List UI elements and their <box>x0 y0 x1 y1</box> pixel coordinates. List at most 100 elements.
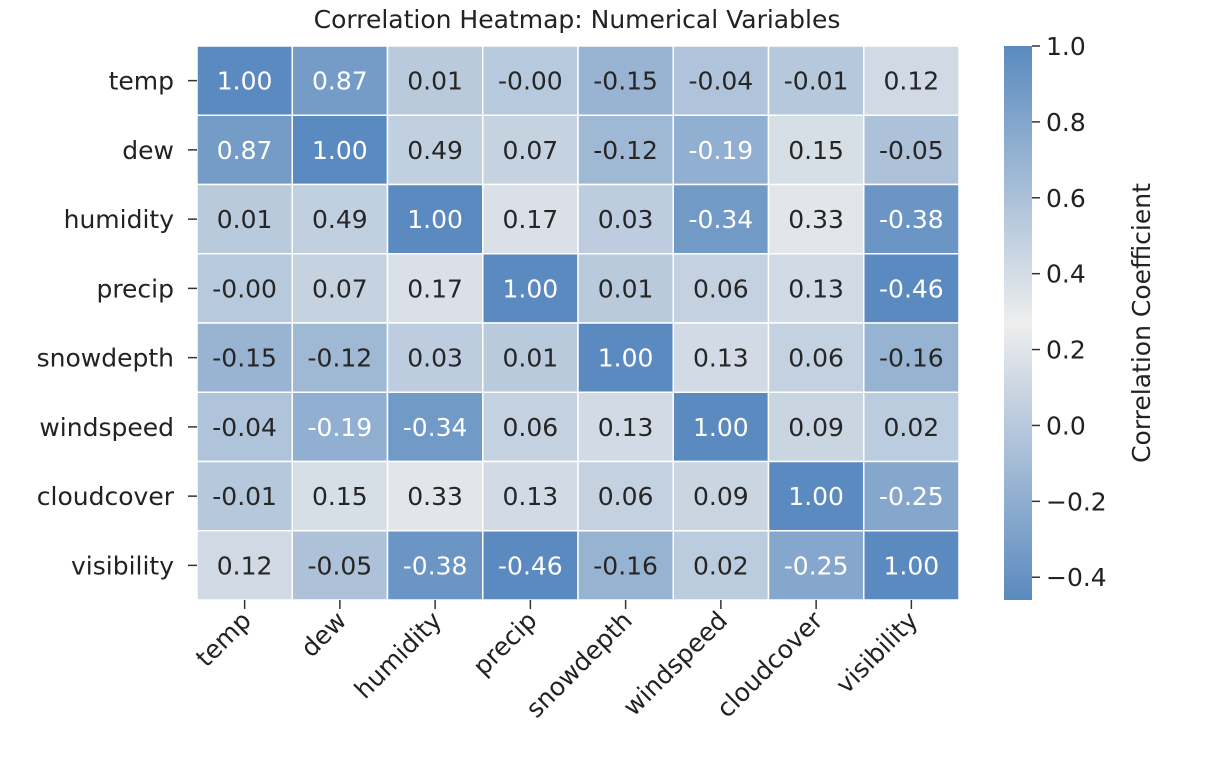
cell-annotation-snowdepth-dew: -0.12 <box>308 344 373 373</box>
heatmap-cell-temp-temp <box>196 45 293 116</box>
heatmap-cell-cloudcover-visibility <box>863 460 960 532</box>
cell-annotation-windspeed-precip: 0.06 <box>503 413 559 442</box>
cell-annotation-temp-visibility: 0.12 <box>884 67 940 96</box>
cell-annotation-visibility-precip: -0.46 <box>498 551 563 580</box>
heatmap-cell-cloudcover-humidity <box>386 460 484 532</box>
cell-annotation-humidity-visibility: -0.38 <box>879 205 944 234</box>
cell-annotation-temp-dew: 0.87 <box>312 67 368 96</box>
cell-annotation-cloudcover-cloudcover: 1.00 <box>788 482 844 511</box>
heatmap-cell-cloudcover-cloudcover <box>767 460 865 532</box>
row-label-snowdepth: snowdepth <box>37 344 174 373</box>
heatmap-cell-visibility-humidity <box>386 530 484 601</box>
cell-annotation-dew-visibility: -0.05 <box>879 136 944 165</box>
row-labels: temp dew humidity precip snowdepth windspeed c… <box>37 67 197 580</box>
cell-annotation-visibility-cloudcover: -0.25 <box>784 551 849 580</box>
cell-annotations: 1.00 0.87 0.01 -0.00 -0.15 -0.04 -0.01 0.12 0.87… <box>212 67 943 581</box>
heatmap-cell-humidity-windspeed <box>672 183 770 255</box>
cell-annotation-dew-humidity: 0.49 <box>407 136 463 165</box>
cell-annotation-precip-visibility: -0.46 <box>879 274 944 303</box>
heatmap-cell-windspeed-humidity <box>386 391 484 463</box>
heatmap-cell-windspeed-snowdepth <box>577 391 674 463</box>
cell-annotation-cloudcover-windspeed: 0.09 <box>693 482 749 511</box>
cell-annotation-snowdepth-visibility: -0.16 <box>879 344 944 373</box>
cell-annotation-dew-temp: 0.87 <box>217 136 273 165</box>
cell-annotation-windspeed-snowdepth: 0.13 <box>598 413 654 442</box>
cell-annotation-temp-temp: 1.00 <box>217 67 273 96</box>
cell-annotation-snowdepth-snowdepth: 1.00 <box>598 344 654 373</box>
heatmap-cell-humidity-dew <box>291 183 389 255</box>
column-label-dew: dew <box>295 606 352 663</box>
colorbar-tick-label-7: −0.4 <box>1046 563 1107 592</box>
cell-annotation-snowdepth-precip: 0.01 <box>503 344 559 373</box>
heatmap-cell-precip-cloudcover <box>767 253 865 324</box>
heatmap-cell-precip-humidity <box>386 253 484 324</box>
cell-annotation-humidity-cloudcover: 0.33 <box>788 205 844 234</box>
cell-annotation-precip-precip: 1.00 <box>503 274 559 303</box>
heatmap-cell-cloudcover-snowdepth <box>577 460 674 532</box>
cell-annotation-cloudcover-temp: -0.01 <box>212 482 277 511</box>
row-label-dew: dew <box>122 136 174 165</box>
heatmap-cell-snowdepth-visibility <box>863 322 960 393</box>
heatmap-cell-humidity-cloudcover <box>767 183 865 255</box>
cell-annotation-humidity-dew: 0.49 <box>312 205 368 234</box>
cell-annotation-precip-snowdepth: 0.01 <box>598 274 654 303</box>
cell-annotation-precip-temp: -0.00 <box>212 274 277 303</box>
cell-annotation-cloudcover-snowdepth: 0.06 <box>598 482 654 511</box>
cell-annotation-visibility-dew: -0.05 <box>308 551 373 580</box>
column-label-temp: temp <box>190 606 257 673</box>
cell-annotation-humidity-windspeed: -0.34 <box>689 205 754 234</box>
heatmap-cell-cloudcover-dew <box>291 460 389 532</box>
cell-annotation-precip-cloudcover: 0.13 <box>788 274 844 303</box>
heatmap-cell-dew-windspeed <box>672 114 770 186</box>
colorbar-tick-label-4: 0.2 <box>1046 336 1086 365</box>
cell-annotation-dew-snowdepth: -0.12 <box>593 136 658 165</box>
cell-annotation-temp-cloudcover: -0.01 <box>784 67 849 96</box>
heatmap-cell-visibility-snowdepth <box>577 530 674 601</box>
cell-annotation-temp-snowdepth: -0.15 <box>593 67 658 96</box>
heatmap-cell-windspeed-windspeed <box>672 391 770 463</box>
cell-annotation-snowdepth-windspeed: 0.13 <box>693 344 749 373</box>
colorbar-tick-label-6: −0.2 <box>1046 487 1107 516</box>
cell-annotation-visibility-humidity: -0.38 <box>403 551 468 580</box>
chart-title: Correlation Heatmap: Numerical Variables <box>314 5 841 34</box>
column-label-visibility: visibility <box>830 606 923 699</box>
heatmap-cell-humidity-visibility <box>863 183 960 255</box>
cell-annotation-windspeed-dew: -0.19 <box>308 413 373 442</box>
heatmap-cell-snowdepth-snowdepth <box>577 322 674 393</box>
heatmap-cell-cloudcover-windspeed <box>672 460 770 532</box>
heatmap-cell-precip-precip <box>482 253 579 324</box>
cell-annotation-temp-precip: -0.00 <box>498 67 563 96</box>
column-label-humidity: humidity <box>349 606 448 705</box>
cell-annotation-humidity-precip: 0.17 <box>503 205 559 234</box>
cell-annotation-precip-windspeed: 0.06 <box>693 274 749 303</box>
cell-annotation-dew-precip: 0.07 <box>503 136 559 165</box>
cell-annotation-windspeed-temp: -0.04 <box>212 413 277 442</box>
cell-annotation-temp-humidity: 0.01 <box>407 67 463 96</box>
cell-annotation-humidity-snowdepth: 0.03 <box>598 205 654 234</box>
colorbar-tick-label-2: 0.6 <box>1046 184 1086 213</box>
heatmap-cell-precip-temp <box>196 253 293 324</box>
heatmap-cell-temp-visibility <box>863 45 960 116</box>
colorbar-gradient <box>1004 46 1032 600</box>
heatmap-cell-dew-precip <box>482 114 579 186</box>
cell-annotation-precip-humidity: 0.17 <box>407 274 463 303</box>
heatmap-cell-dew-dew <box>291 114 389 186</box>
cell-annotation-windspeed-humidity: -0.34 <box>403 413 468 442</box>
cell-annotation-dew-dew: 1.00 <box>312 136 368 165</box>
cell-annotation-dew-cloudcover: 0.15 <box>788 136 844 165</box>
colorbar-tick-label-0: 1.0 <box>1046 32 1086 61</box>
colorbar-tick-label-1: 0.8 <box>1046 108 1086 137</box>
cell-annotation-cloudcover-precip: 0.13 <box>503 482 559 511</box>
colorbar: 1.0 0.8 0.6 0.4 0.2 0.0 −0.2 −0.4 Correlation Co… <box>1004 32 1156 600</box>
cell-annotation-visibility-snowdepth: -0.16 <box>593 551 658 580</box>
heatmap-cell-temp-dew <box>291 45 389 116</box>
cell-annotation-windspeed-cloudcover: 0.09 <box>788 413 844 442</box>
heatmap-cells <box>196 45 960 601</box>
heatmap-cell-windspeed-dew <box>291 391 389 463</box>
cell-annotation-dew-windspeed: -0.19 <box>689 136 754 165</box>
heatmap-cell-humidity-precip <box>482 183 579 255</box>
row-label-temp: temp <box>109 67 174 96</box>
